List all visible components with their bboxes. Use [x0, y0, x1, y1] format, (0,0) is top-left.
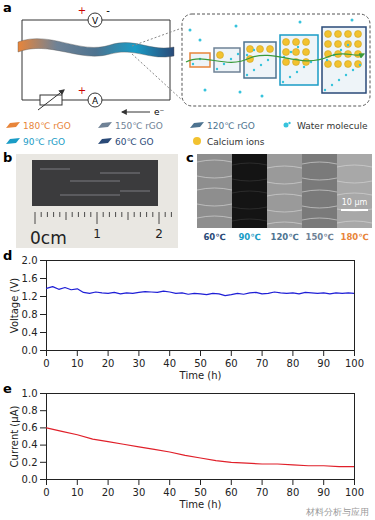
svg-text:50: 50: [194, 358, 207, 369]
svg-text:100: 100: [345, 487, 364, 498]
svg-text:Voltage (V): Voltage (V): [9, 278, 20, 333]
svg-text:1: 1: [93, 227, 101, 241]
svg-text:50: 50: [194, 487, 207, 498]
svg-text:10 μm: 10 μm: [342, 198, 368, 207]
svg-text:e⁻: e⁻: [154, 107, 165, 117]
svg-text:70: 70: [256, 358, 269, 369]
svg-text:A: A: [92, 96, 99, 106]
svg-text:40: 40: [163, 487, 176, 498]
svg-text:0: 0: [43, 487, 49, 498]
svg-text:0.0: 0.0: [22, 345, 38, 356]
svg-text:20: 20: [102, 487, 115, 498]
svg-text:0.8: 0.8: [22, 309, 38, 320]
svg-text:1.0: 1.0: [22, 388, 38, 399]
svg-text:2.0: 2.0: [22, 255, 38, 266]
html-text:d: d: [3, 248, 13, 263]
svg-text:100: 100: [345, 358, 364, 369]
svg-text:180℃: 180℃: [340, 232, 368, 242]
svg-text:20: 20: [102, 358, 115, 369]
svg-text:V: V: [92, 16, 99, 26]
svg-text:Time (h): Time (h): [179, 499, 222, 510]
svg-text:-: -: [106, 5, 110, 16]
svg-text:180℃ rGO: 180℃ rGO: [23, 121, 71, 131]
svg-text:0.6: 0.6: [22, 422, 38, 433]
svg-text:2: 2: [155, 227, 163, 241]
svg-text:150℃ rGO: 150℃ rGO: [115, 121, 163, 131]
svg-text:60℃: 60℃: [203, 232, 225, 242]
svg-text:Time (h): Time (h): [179, 370, 222, 381]
svg-text:90℃ rGO: 90℃ rGO: [23, 137, 65, 147]
svg-text:c: c: [186, 150, 194, 165]
svg-text:30: 30: [133, 358, 146, 369]
svg-text:Calcium ions: Calcium ions: [207, 137, 265, 147]
svg-text:10: 10: [71, 487, 84, 498]
svg-text:40: 40: [163, 358, 176, 369]
svg-text:0.4: 0.4: [22, 439, 38, 450]
svg-text:0.4: 0.4: [22, 327, 38, 338]
html-text:材料分析与应用: 材料分析与应用: [306, 507, 369, 517]
svg-text:10: 10: [71, 358, 84, 369]
svg-text:30: 30: [133, 487, 146, 498]
svg-text:0cm: 0cm: [30, 228, 67, 248]
svg-text:Current (μA): Current (μA): [9, 406, 20, 468]
svg-text:1.6: 1.6: [22, 273, 38, 284]
svg-text:120℃: 120℃: [270, 232, 298, 242]
svg-text:70: 70: [256, 487, 269, 498]
svg-text:120℃ rGO: 120℃ rGO: [207, 121, 255, 131]
svg-text:0.0: 0.0: [22, 474, 38, 485]
svg-text:+: +: [78, 5, 86, 16]
svg-text:90: 90: [317, 358, 330, 369]
svg-text:90: 90: [317, 487, 330, 498]
svg-text:150℃: 150℃: [305, 232, 333, 242]
html-text:e: e: [3, 381, 12, 396]
svg-text:80: 80: [287, 487, 300, 498]
svg-text:a: a: [3, 0, 12, 15]
svg-text:0: 0: [43, 358, 49, 369]
svg-text:+: +: [78, 85, 86, 96]
svg-text:Water molecule: Water molecule: [297, 121, 368, 131]
svg-text:b: b: [3, 150, 12, 165]
svg-text:80: 80: [287, 358, 300, 369]
svg-text:1.2: 1.2: [22, 291, 38, 302]
svg-text:90℃: 90℃: [238, 232, 260, 242]
svg-text:60℃ GO: 60℃ GO: [115, 137, 153, 147]
svg-text:0.2: 0.2: [22, 457, 38, 468]
svg-text:60: 60: [225, 487, 238, 498]
svg-text:60: 60: [225, 358, 238, 369]
svg-text:0.8: 0.8: [22, 405, 38, 416]
